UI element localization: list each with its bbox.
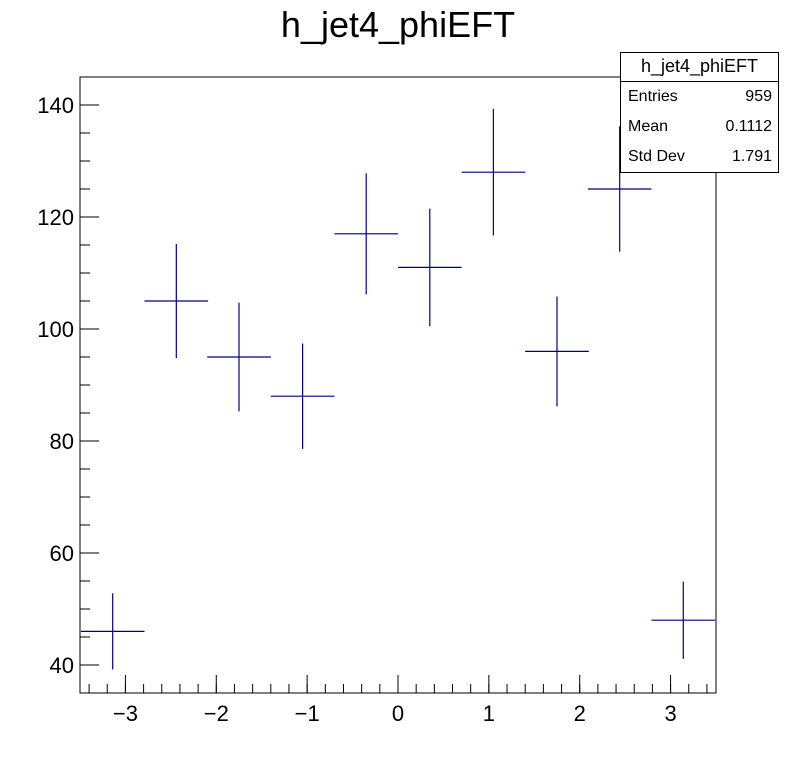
mean-label: Mean (628, 118, 669, 135)
x-tick-label: −1 (295, 701, 320, 726)
chart-title: h_jet4_phiEFT (280, 4, 516, 45)
stddev-value: 1.791 (731, 148, 772, 165)
y-tick-label: 100 (37, 317, 74, 342)
stats-row-entries: Entries 959 (621, 82, 778, 112)
stats-row-mean: Mean 0.1112 (621, 112, 778, 142)
x-tick-label: 0 (392, 701, 404, 726)
mean-value: 0.1112 (725, 118, 772, 135)
y-tick-label: 60 (50, 541, 74, 566)
stats-title: h_jet4_phiEFT (621, 53, 778, 82)
y-tick-label: 40 (50, 653, 74, 678)
x-tick-label: −2 (204, 701, 229, 726)
y-tick-label: 120 (37, 205, 74, 230)
stddev-label: Std Dev (628, 148, 685, 165)
x-tick-label: 3 (664, 701, 676, 726)
stats-box: h_jet4_phiEFT Entries 959 Mean 0.1112 St… (620, 52, 779, 173)
x-tick-label: −3 (113, 701, 138, 726)
y-tick-label: 80 (50, 429, 74, 454)
x-tick-label: 2 (574, 701, 586, 726)
x-tick-label: 1 (483, 701, 495, 726)
entries-value: 959 (745, 88, 772, 105)
entries-label: Entries (628, 88, 678, 105)
y-tick-label: 140 (37, 93, 74, 118)
stats-row-stddev: Std Dev 1.791 (621, 142, 778, 172)
